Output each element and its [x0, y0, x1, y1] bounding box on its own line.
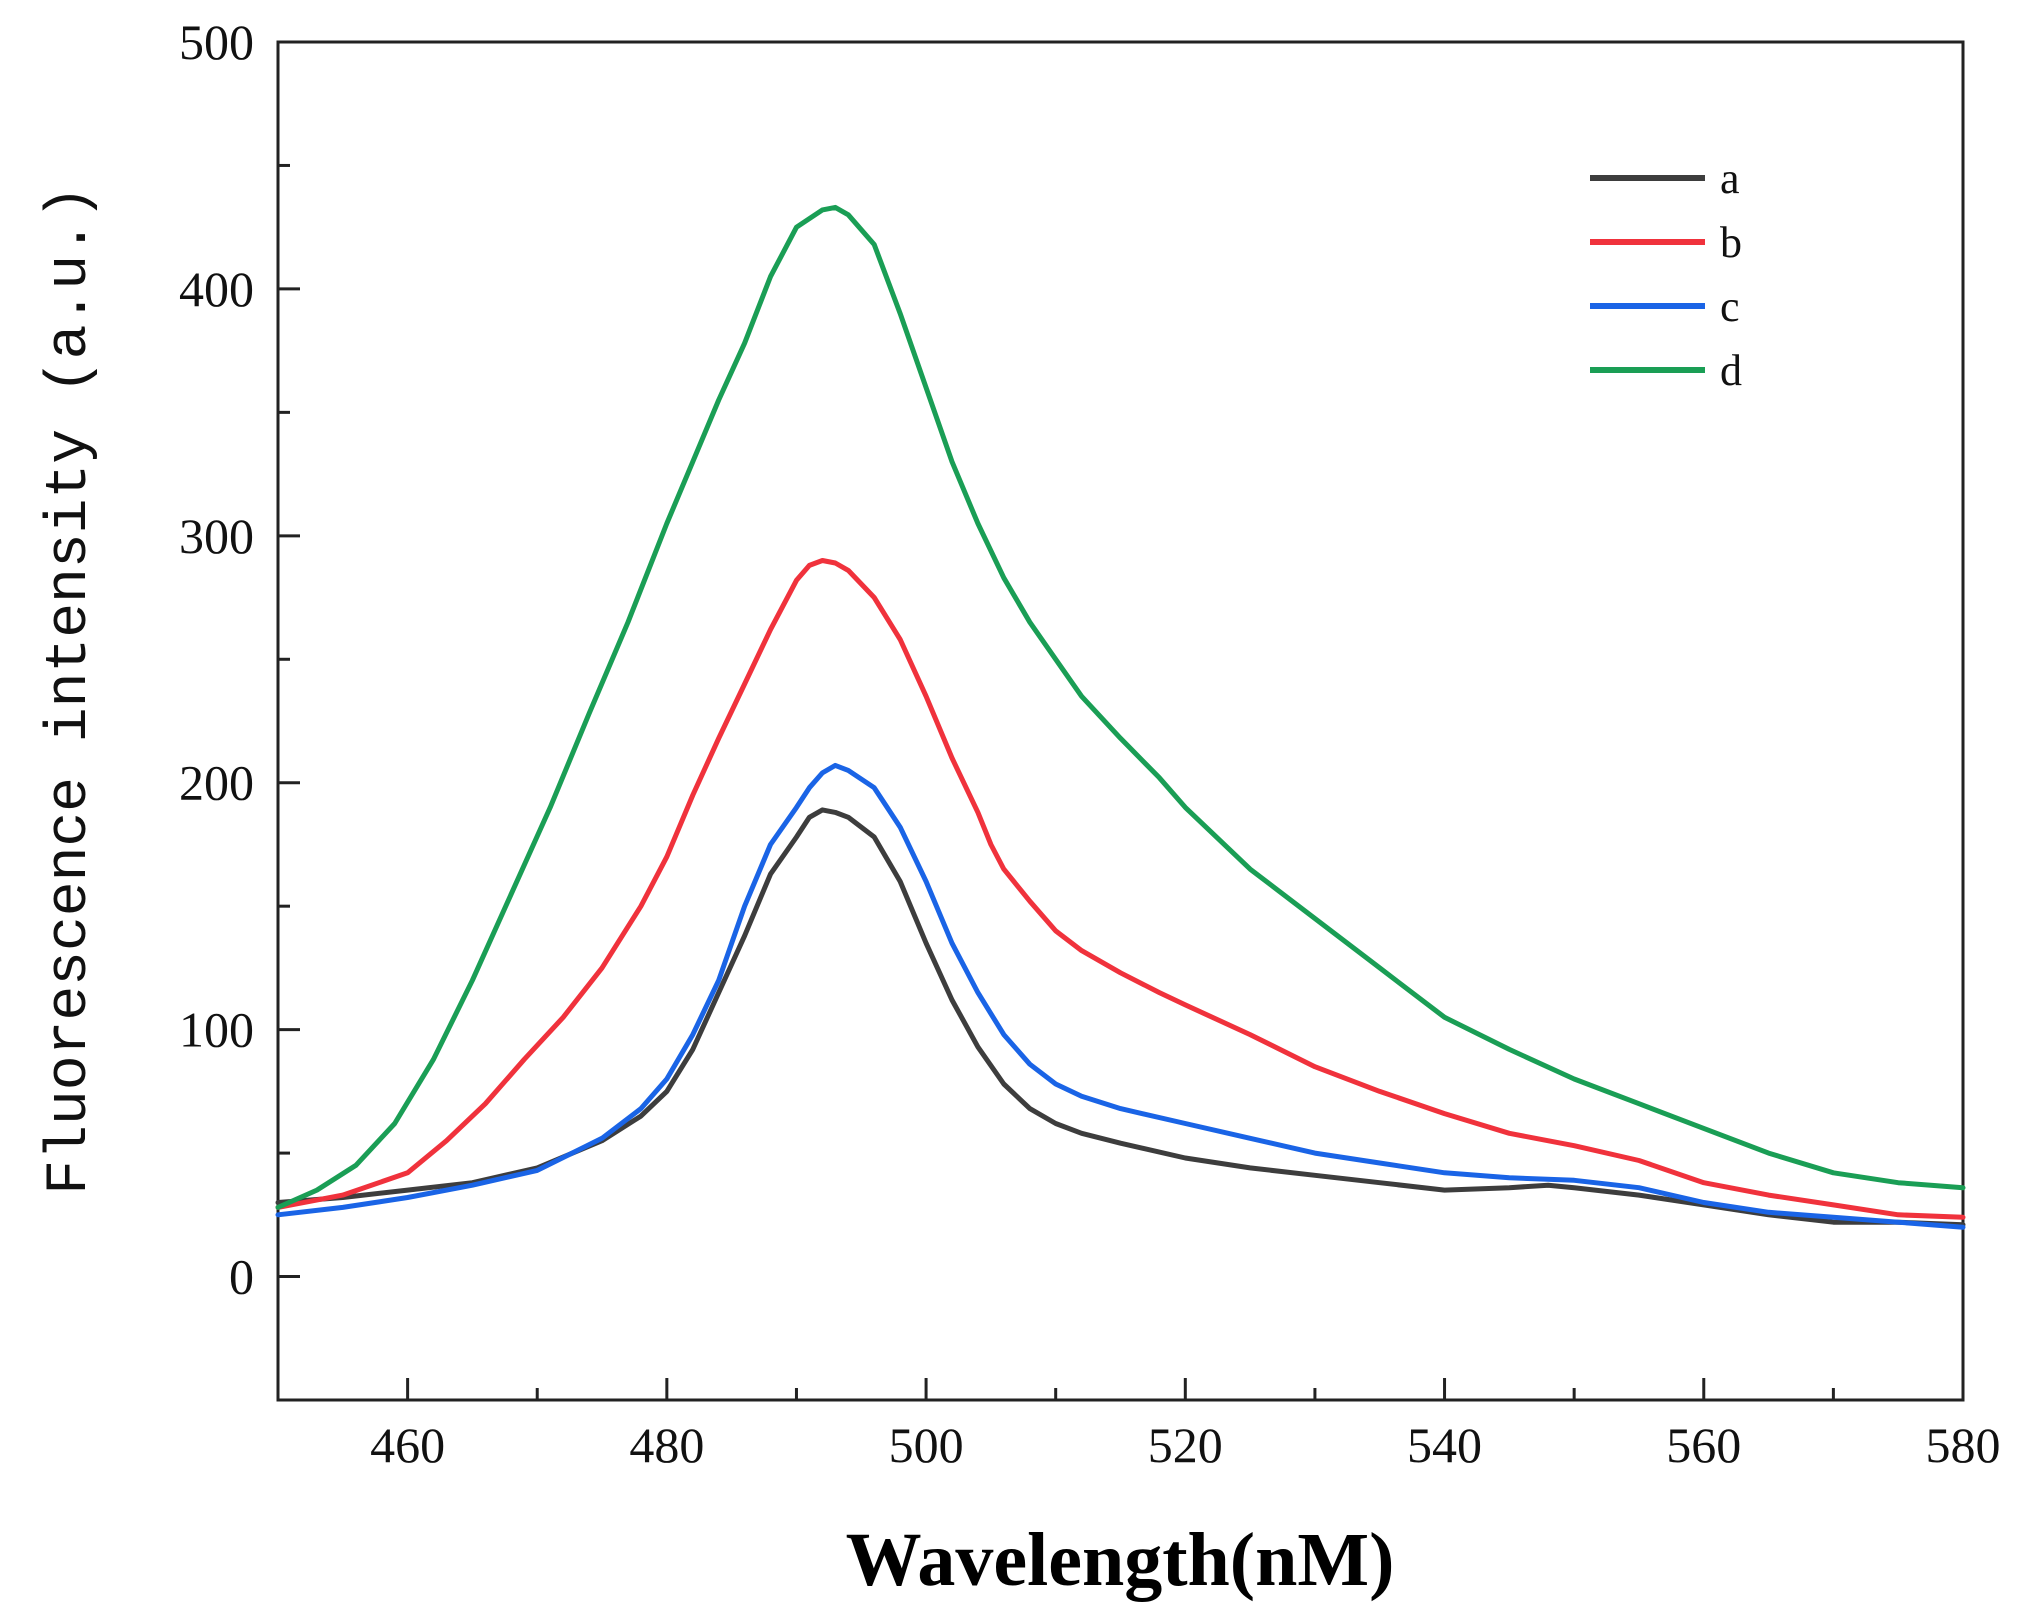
- series-lines: [275, 204, 1966, 1230]
- x-tick-label: 480: [629, 1417, 704, 1473]
- y-axis-title: Fluorescence intensity (a.u.): [38, 185, 103, 1194]
- series-line-a: [275, 807, 1966, 1228]
- legend-label-d: d: [1720, 346, 1742, 395]
- y-tick-label: 200: [179, 755, 254, 811]
- x-axis-ticks: 460 480 500 520 540 560 580: [370, 1378, 2001, 1473]
- y-tick-label: 400: [179, 261, 254, 317]
- plot-frame: [276, 40, 1965, 1402]
- series-line-c: [275, 762, 1966, 1230]
- x-tick-label: 580: [1926, 1417, 2001, 1473]
- x-tick-label: 460: [370, 1417, 445, 1473]
- x-axis-title: Wavelength(nM): [846, 1518, 1395, 1602]
- legend-label-c: c: [1720, 282, 1740, 331]
- y-tick-label: 500: [179, 14, 254, 70]
- series-line-d: [275, 204, 1966, 1210]
- y-tick-label: 0: [229, 1249, 254, 1305]
- y-tick-label: 100: [179, 1002, 254, 1058]
- legend-label-a: a: [1720, 154, 1740, 203]
- x-tick-label: 520: [1148, 1417, 1223, 1473]
- y-axis-ticks: 0 100 200 300 400 500: [179, 14, 300, 1305]
- y-tick-label: 300: [179, 508, 254, 564]
- x-tick-label: 560: [1666, 1417, 1741, 1473]
- x-tick-label: 540: [1407, 1417, 1482, 1473]
- legend-label-b: b: [1720, 218, 1742, 267]
- x-tick-label: 500: [889, 1417, 964, 1473]
- series-line-b: [275, 558, 1966, 1220]
